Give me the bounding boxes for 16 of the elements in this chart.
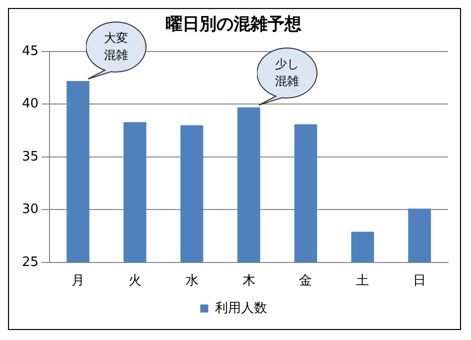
chart-title: 曜日別の混雑予想 [166, 14, 302, 35]
x-tick-label: 日 [413, 274, 426, 289]
y-tick-label: 25 [22, 254, 39, 270]
y-tick-label: 40 [22, 96, 39, 112]
y-tick-label: 35 [22, 149, 39, 164]
x-tick-label: 金 [299, 274, 312, 289]
y-tick-label: 30 [22, 202, 39, 218]
y-tick-label: 45 [22, 44, 39, 59]
annotation: 大変混雑 [103, 30, 129, 64]
x-tick-label: 木 [242, 274, 256, 289]
x-tick-label: 月 [72, 274, 85, 289]
x-tick-label: 水 [185, 274, 198, 289]
legend-label: 利用人数 [214, 300, 267, 316]
annotation: 少し混雑 [274, 56, 300, 90]
x-tick-label: 火 [128, 274, 142, 289]
x-tick-label: 土 [356, 274, 370, 289]
